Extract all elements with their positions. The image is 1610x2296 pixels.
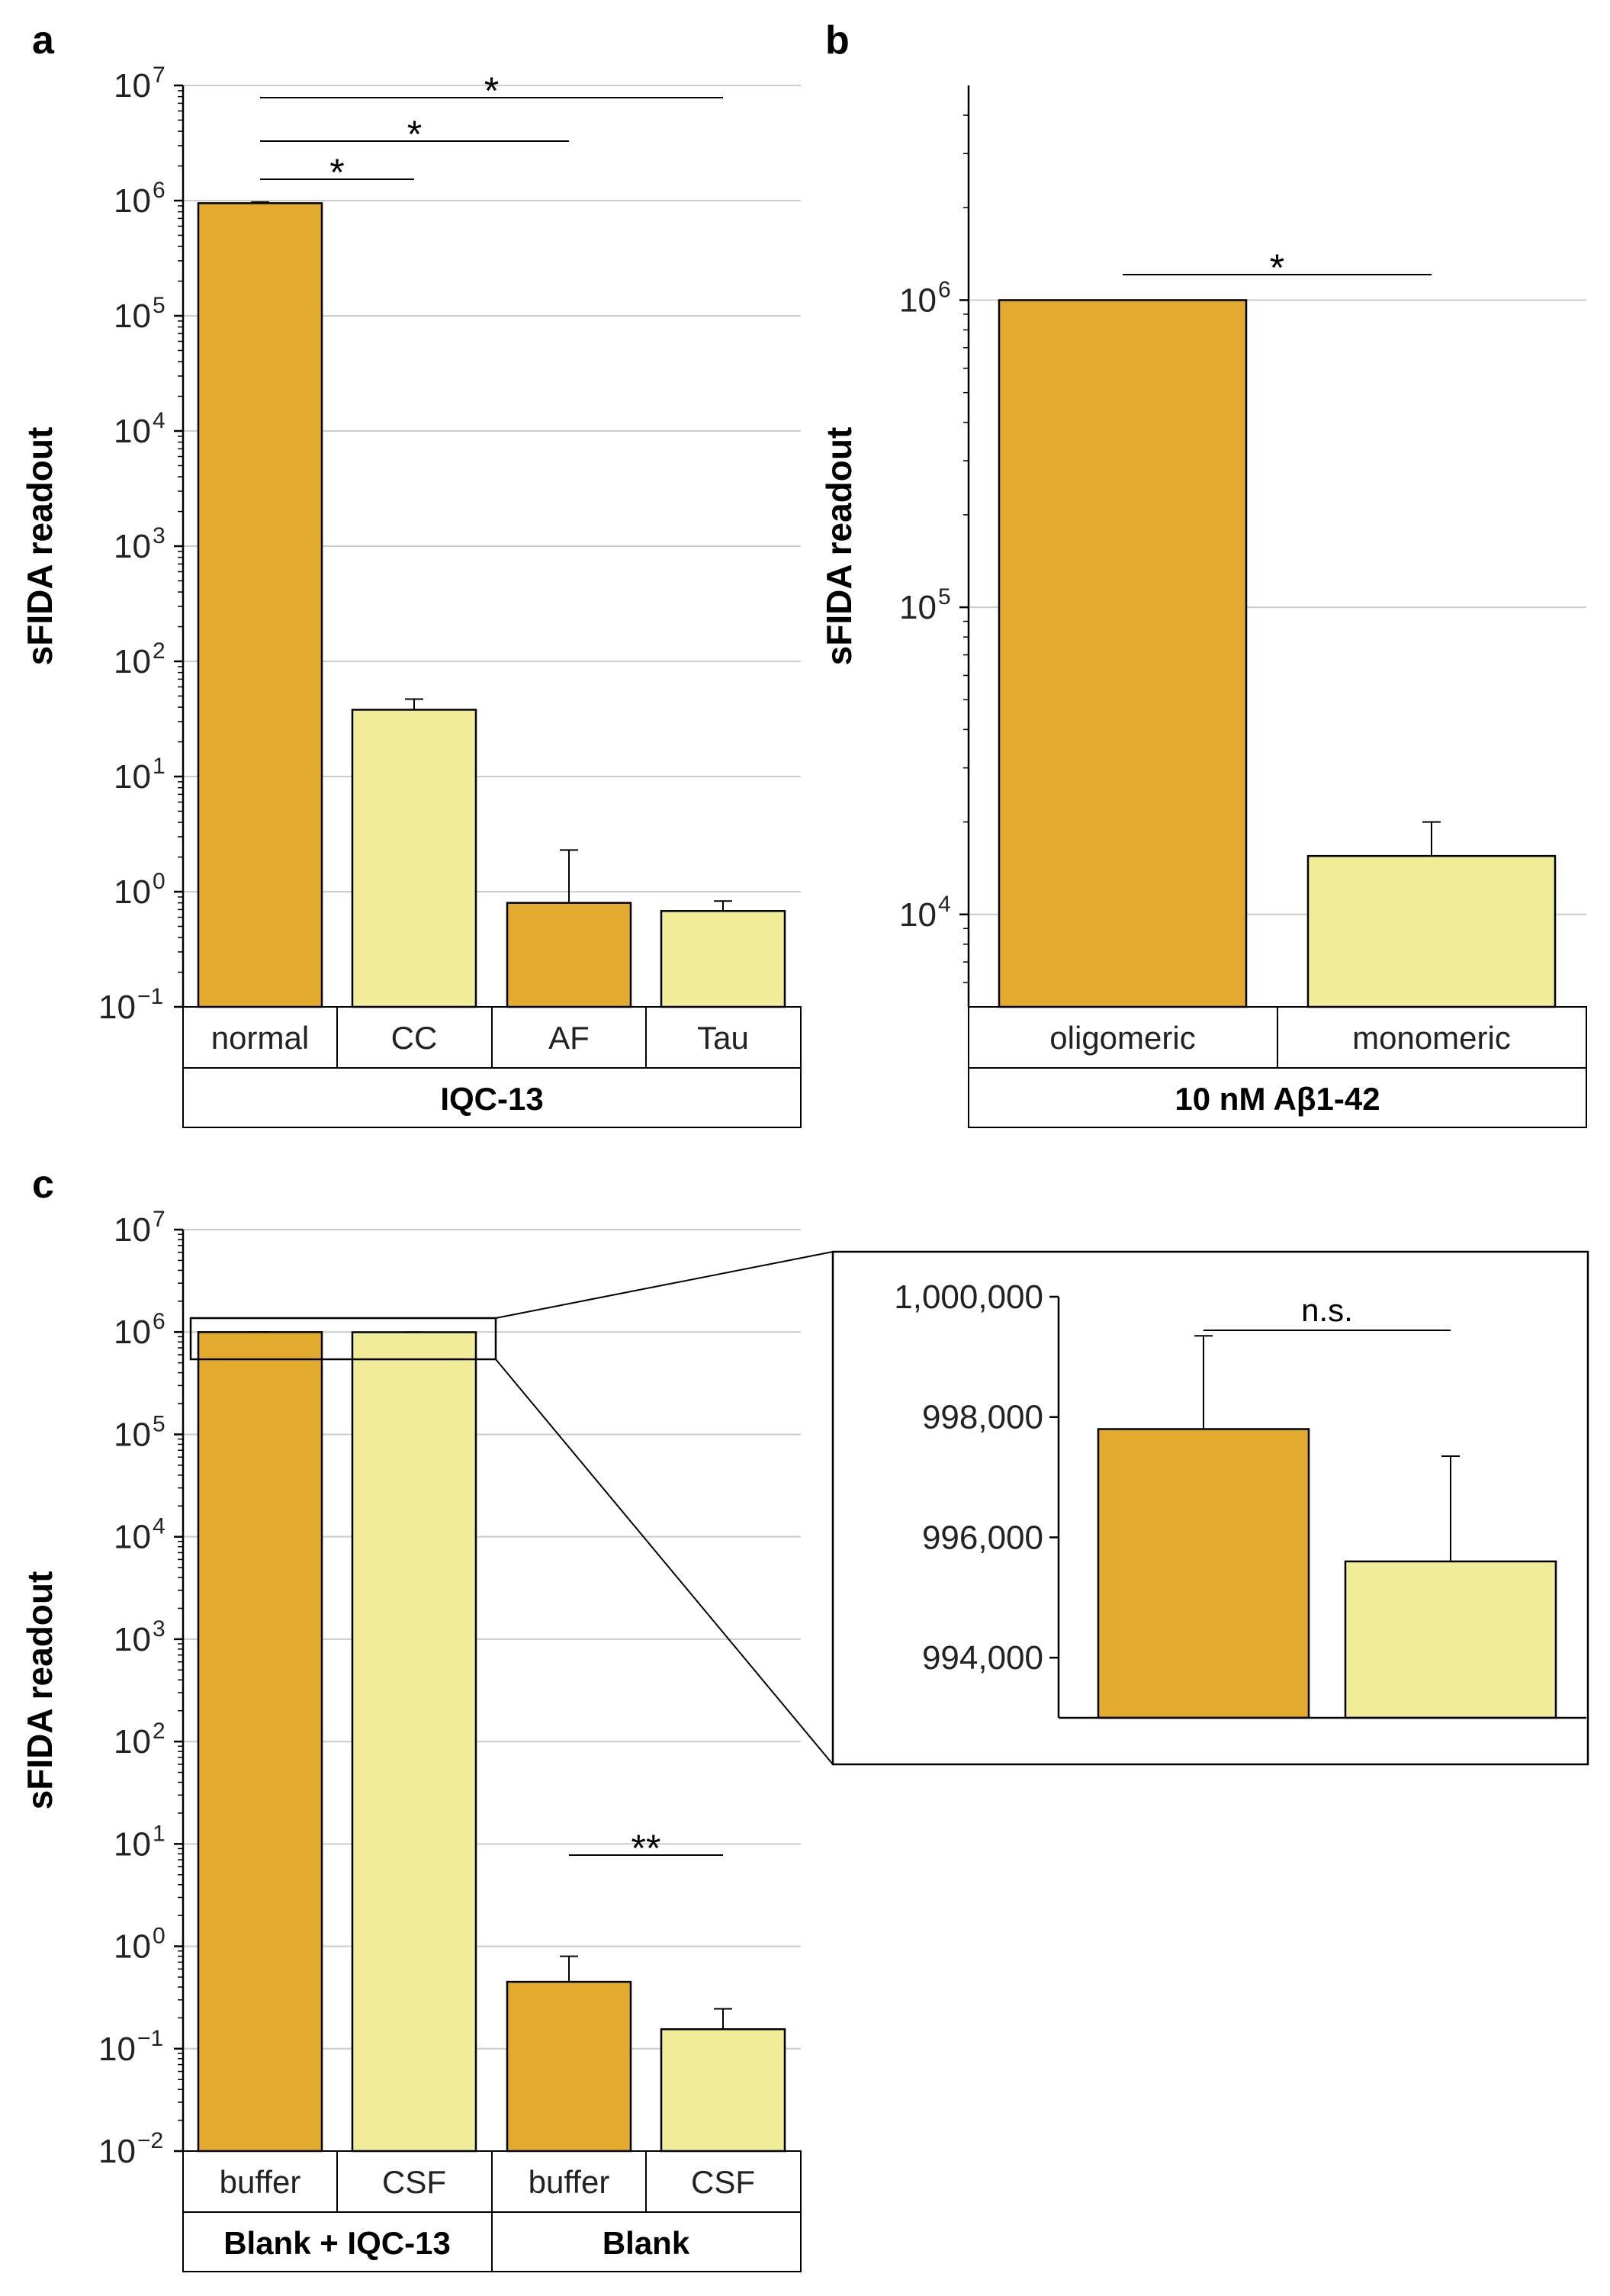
panel-label-a: a (32, 18, 55, 63)
y-tick-exponent: 2 (153, 638, 165, 664)
panel-c-category-label: buffer (529, 2164, 610, 2200)
zoom-region-box (189, 1317, 497, 1361)
y-tick-label: 10 (114, 758, 151, 796)
panel-a-category-label: CC (391, 1020, 438, 1056)
significance-label: * (1270, 246, 1284, 289)
panel-c-category-label: buffer (220, 2164, 301, 2200)
panel-b-group-label: 10 nM Aβ1-42 (1175, 1081, 1380, 1117)
y-tick-label: 10 (114, 873, 151, 911)
significance-label: * (407, 113, 422, 156)
y-tick-label: 10 (114, 182, 151, 220)
y-tick-label: 10 (114, 1211, 151, 1249)
panel-c-inset: n.s. 1,000,000 998,000 996,000 994,000 (831, 1250, 1589, 1766)
y-tick-exponent: 6 (153, 1309, 165, 1334)
bar (197, 202, 323, 1008)
y-tick-label: 10 (98, 2133, 136, 2170)
y-tick-label: 10 (114, 643, 151, 680)
panel-c-category-label: CSF (382, 2164, 446, 2200)
bar (660, 910, 786, 1008)
y-tick-label: 10 (114, 1621, 151, 1658)
y-tick-label: 10 (899, 589, 937, 626)
y-tick-exponent: 7 (153, 63, 165, 88)
y-tick-exponent: 5 (938, 584, 951, 609)
panel-b-ylabel: sFIDA readout (819, 427, 859, 666)
panel-a-ylabel: sFIDA readout (20, 427, 59, 666)
panel-a-category-label: normal (211, 1020, 309, 1056)
bar (197, 1331, 323, 2153)
y-tick-label: 1,000,000 (894, 1278, 1043, 1316)
panel-label-b: b (825, 18, 850, 63)
y-tick-label: 10 (114, 1416, 151, 1453)
y-tick-label: 10 (114, 1723, 151, 1761)
panel-a-category-label: AF (548, 1020, 590, 1056)
y-tick-exponent: 1 (153, 754, 165, 779)
y-tick-exponent: 3 (153, 1616, 165, 1642)
y-tick-label: 10 (114, 413, 151, 450)
panel-a-category-label: Tau (697, 1020, 749, 1056)
y-tick-exponent: 3 (153, 523, 165, 548)
y-tick-label: 10 (899, 281, 937, 319)
y-tick-exponent: 1 (153, 1821, 165, 1846)
panel-b-category-label: oligomeric (1049, 1020, 1195, 1056)
y-tick-exponent: 4 (153, 1514, 165, 1539)
y-tick-label: 10 (114, 528, 151, 565)
y-tick-label: 996,000 (922, 1519, 1043, 1556)
panel-label-c: c (32, 1162, 54, 1207)
panel-c-group-label: Blank + IQC-13 (223, 2225, 451, 2261)
bar (506, 902, 632, 1008)
bar (506, 1980, 632, 2153)
significance-label: * (484, 69, 499, 112)
bar (351, 709, 477, 1008)
y-tick-exponent: 2 (153, 1719, 165, 1744)
y-tick-exponent: −2 (137, 2128, 163, 2153)
panel-a-group-label: IQC-13 (440, 1081, 543, 1117)
y-tick-label: 10 (114, 1314, 151, 1351)
bar (1344, 1560, 1557, 1719)
panel-c-ylabel: sFIDA readout (20, 1571, 59, 1810)
y-tick-exponent: 0 (153, 1924, 165, 1949)
y-tick-exponent: −1 (137, 984, 163, 1009)
bar (998, 299, 1248, 1008)
y-tick-label: 10 (98, 2031, 136, 2068)
y-tick-label: 10 (114, 297, 151, 335)
y-tick-label: 10 (114, 67, 151, 105)
y-tick-label: 10 (114, 1825, 151, 1863)
y-tick-label: 10 (899, 896, 937, 934)
y-tick-exponent: 0 (153, 869, 165, 894)
y-tick-exponent: 5 (153, 293, 165, 318)
y-tick-exponent: 5 (153, 1411, 165, 1436)
significance-label: * (329, 151, 344, 194)
y-tick-exponent: 7 (153, 1207, 165, 1232)
y-tick-label: 998,000 (922, 1399, 1043, 1436)
bar (1306, 854, 1557, 1008)
y-tick-exponent: −1 (137, 2026, 163, 2051)
significance-label: n.s. (1301, 1292, 1353, 1328)
bar (660, 2027, 786, 2153)
y-tick-label: 10 (114, 1928, 151, 1966)
panel-b-category-label: monomeric (1352, 1020, 1511, 1056)
y-tick-exponent: 6 (153, 178, 165, 203)
y-tick-label: 10 (114, 1519, 151, 1556)
y-tick-label: 994,000 (922, 1639, 1043, 1677)
y-tick-exponent: 4 (938, 892, 951, 917)
y-tick-exponent: 6 (938, 277, 951, 302)
significance-label: ** (631, 1827, 661, 1870)
bar (351, 1331, 477, 2153)
y-tick-exponent: 4 (153, 408, 165, 433)
panel-c-group-label: Blank (603, 2225, 690, 2261)
panel-c-category-label: CSF (691, 2164, 755, 2200)
bar (1097, 1428, 1310, 1719)
y-tick-label: 10 (98, 989, 136, 1026)
